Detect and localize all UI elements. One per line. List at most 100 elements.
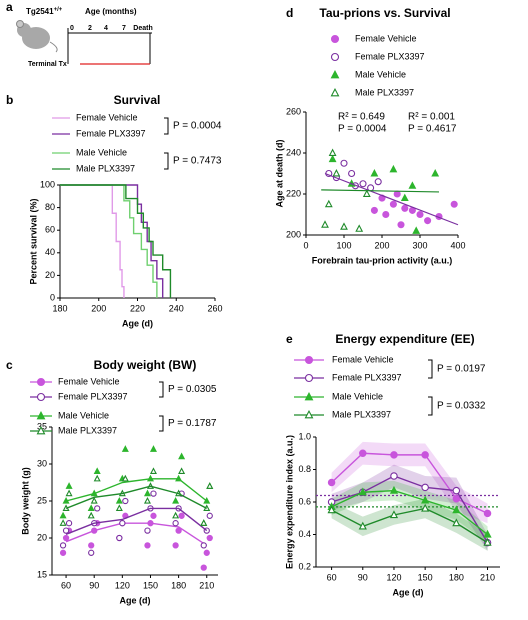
y-tick-label: 220	[286, 188, 301, 198]
data-point	[359, 449, 367, 457]
data-point	[412, 226, 421, 234]
y-tick-label: 80	[45, 202, 55, 212]
data-point	[93, 474, 101, 482]
chart-title: Energy expenditure (EE)	[335, 332, 474, 346]
age-tick-label: 2	[88, 25, 92, 32]
data-point	[116, 534, 123, 542]
stat-bracket	[164, 117, 169, 135]
age-axis-title: Age (months)	[85, 7, 137, 16]
stat-annotation: P = 0.0332	[437, 401, 486, 412]
data-point	[203, 549, 210, 556]
data-point	[408, 181, 417, 189]
mouse-tail	[49, 41, 58, 53]
legend-label: Male Vehicle	[355, 69, 406, 79]
legend-marker	[304, 409, 314, 419]
legend-label: Male PLX3397	[355, 87, 414, 97]
data-point	[172, 496, 180, 504]
stat-annotation: P = 0.7473	[173, 156, 222, 167]
genotype: +/+	[54, 7, 63, 13]
data-point	[452, 505, 461, 514]
data-point	[327, 478, 336, 487]
data-point	[200, 564, 207, 571]
x-tick-label: 150	[143, 580, 158, 590]
data-point	[332, 169, 341, 177]
y-tick-label: 0.6	[298, 496, 311, 506]
data-point	[424, 217, 432, 225]
data-point	[382, 210, 390, 219]
survival-curve	[60, 184, 158, 298]
legend-marker	[36, 410, 46, 420]
data-point	[88, 542, 95, 549]
y-tick-label: 240	[286, 147, 301, 157]
data-point	[200, 519, 208, 526]
y-tick-label: 25	[37, 495, 47, 505]
stat-bracket	[159, 415, 164, 432]
data-point	[59, 519, 67, 526]
x-axis-title: Forebrain tau-prion activity (a.u.)	[312, 255, 453, 265]
legend-label: Male Vehicle	[332, 391, 383, 401]
x-tick-label: 150	[418, 572, 433, 582]
stat-annotation: P = 0.0004	[173, 121, 222, 132]
y-axis-title: Body weight (g)	[20, 467, 30, 535]
y-tick-label: 40	[45, 247, 55, 257]
data-point	[122, 497, 129, 505]
data-point	[206, 534, 213, 542]
y-tick-label: 15	[37, 569, 47, 579]
data-point	[62, 527, 70, 534]
data-point	[390, 451, 398, 459]
x-tick-label: 120	[115, 580, 130, 590]
y-tick-label: 0.4	[298, 529, 311, 539]
y-tick-label: 0.8	[298, 464, 311, 474]
data-point	[370, 206, 378, 214]
x-tick-label: 220	[130, 303, 145, 313]
x-tick-label: 300	[412, 240, 427, 250]
data-point	[324, 199, 333, 208]
y-tick-label: 0.2	[298, 561, 311, 571]
data-point	[401, 204, 409, 212]
x-tick-label: 210	[480, 572, 495, 582]
age-tick-label: Death	[133, 25, 152, 32]
data-point	[421, 503, 430, 512]
data-point	[374, 178, 382, 186]
mean-line	[331, 452, 488, 515]
x-tick-label: 400	[450, 240, 465, 250]
legend-label: Female PLX3397	[76, 128, 146, 138]
schematic: Tg2541+/+ Age (months) 0 2 4 7 Death Ter…	[16, 7, 153, 68]
stat-annotation: R² = 0.001	[408, 112, 455, 123]
data-point	[144, 542, 151, 549]
y-tick-label: 260	[286, 106, 301, 116]
x-tick-label: 200	[374, 240, 389, 250]
y-tick-label: 60	[45, 225, 55, 235]
animal-name: Tg2541	[26, 7, 54, 16]
mouse-ear	[16, 20, 24, 28]
x-tick-label: 260	[207, 303, 222, 313]
regression-line	[324, 172, 459, 226]
legend-label: Female PLX3397	[355, 51, 425, 61]
data-point	[340, 222, 348, 230]
y-tick-label: 200	[286, 229, 301, 239]
data-point	[328, 154, 337, 163]
data-point	[321, 220, 329, 228]
legend-marker	[330, 69, 340, 79]
legend-label: Female Vehicle	[58, 376, 120, 386]
y-axis-title: Age at death (d)	[274, 139, 284, 207]
data-point	[452, 494, 461, 503]
data-point	[421, 451, 429, 459]
data-point	[389, 485, 399, 494]
panel-letter: e	[286, 332, 293, 346]
data-point	[483, 537, 492, 546]
data-point	[452, 518, 461, 527]
y-axis-title: Energy expenditure index (a.u.)	[284, 435, 294, 569]
stat-annotation: P = 0.1787	[168, 418, 217, 429]
mean-line	[331, 489, 488, 536]
legend-marker	[330, 34, 340, 44]
mean-line	[65, 522, 208, 546]
legend-label: Female PLX3397	[58, 391, 128, 401]
chart-title: Body weight (BW)	[94, 358, 197, 372]
data-point	[62, 534, 70, 542]
data-point	[150, 512, 157, 519]
data-point	[358, 487, 367, 496]
legend-label: Female Vehicle	[332, 354, 394, 364]
legend-label: Female Vehicle	[355, 33, 417, 43]
data-point	[175, 527, 182, 534]
